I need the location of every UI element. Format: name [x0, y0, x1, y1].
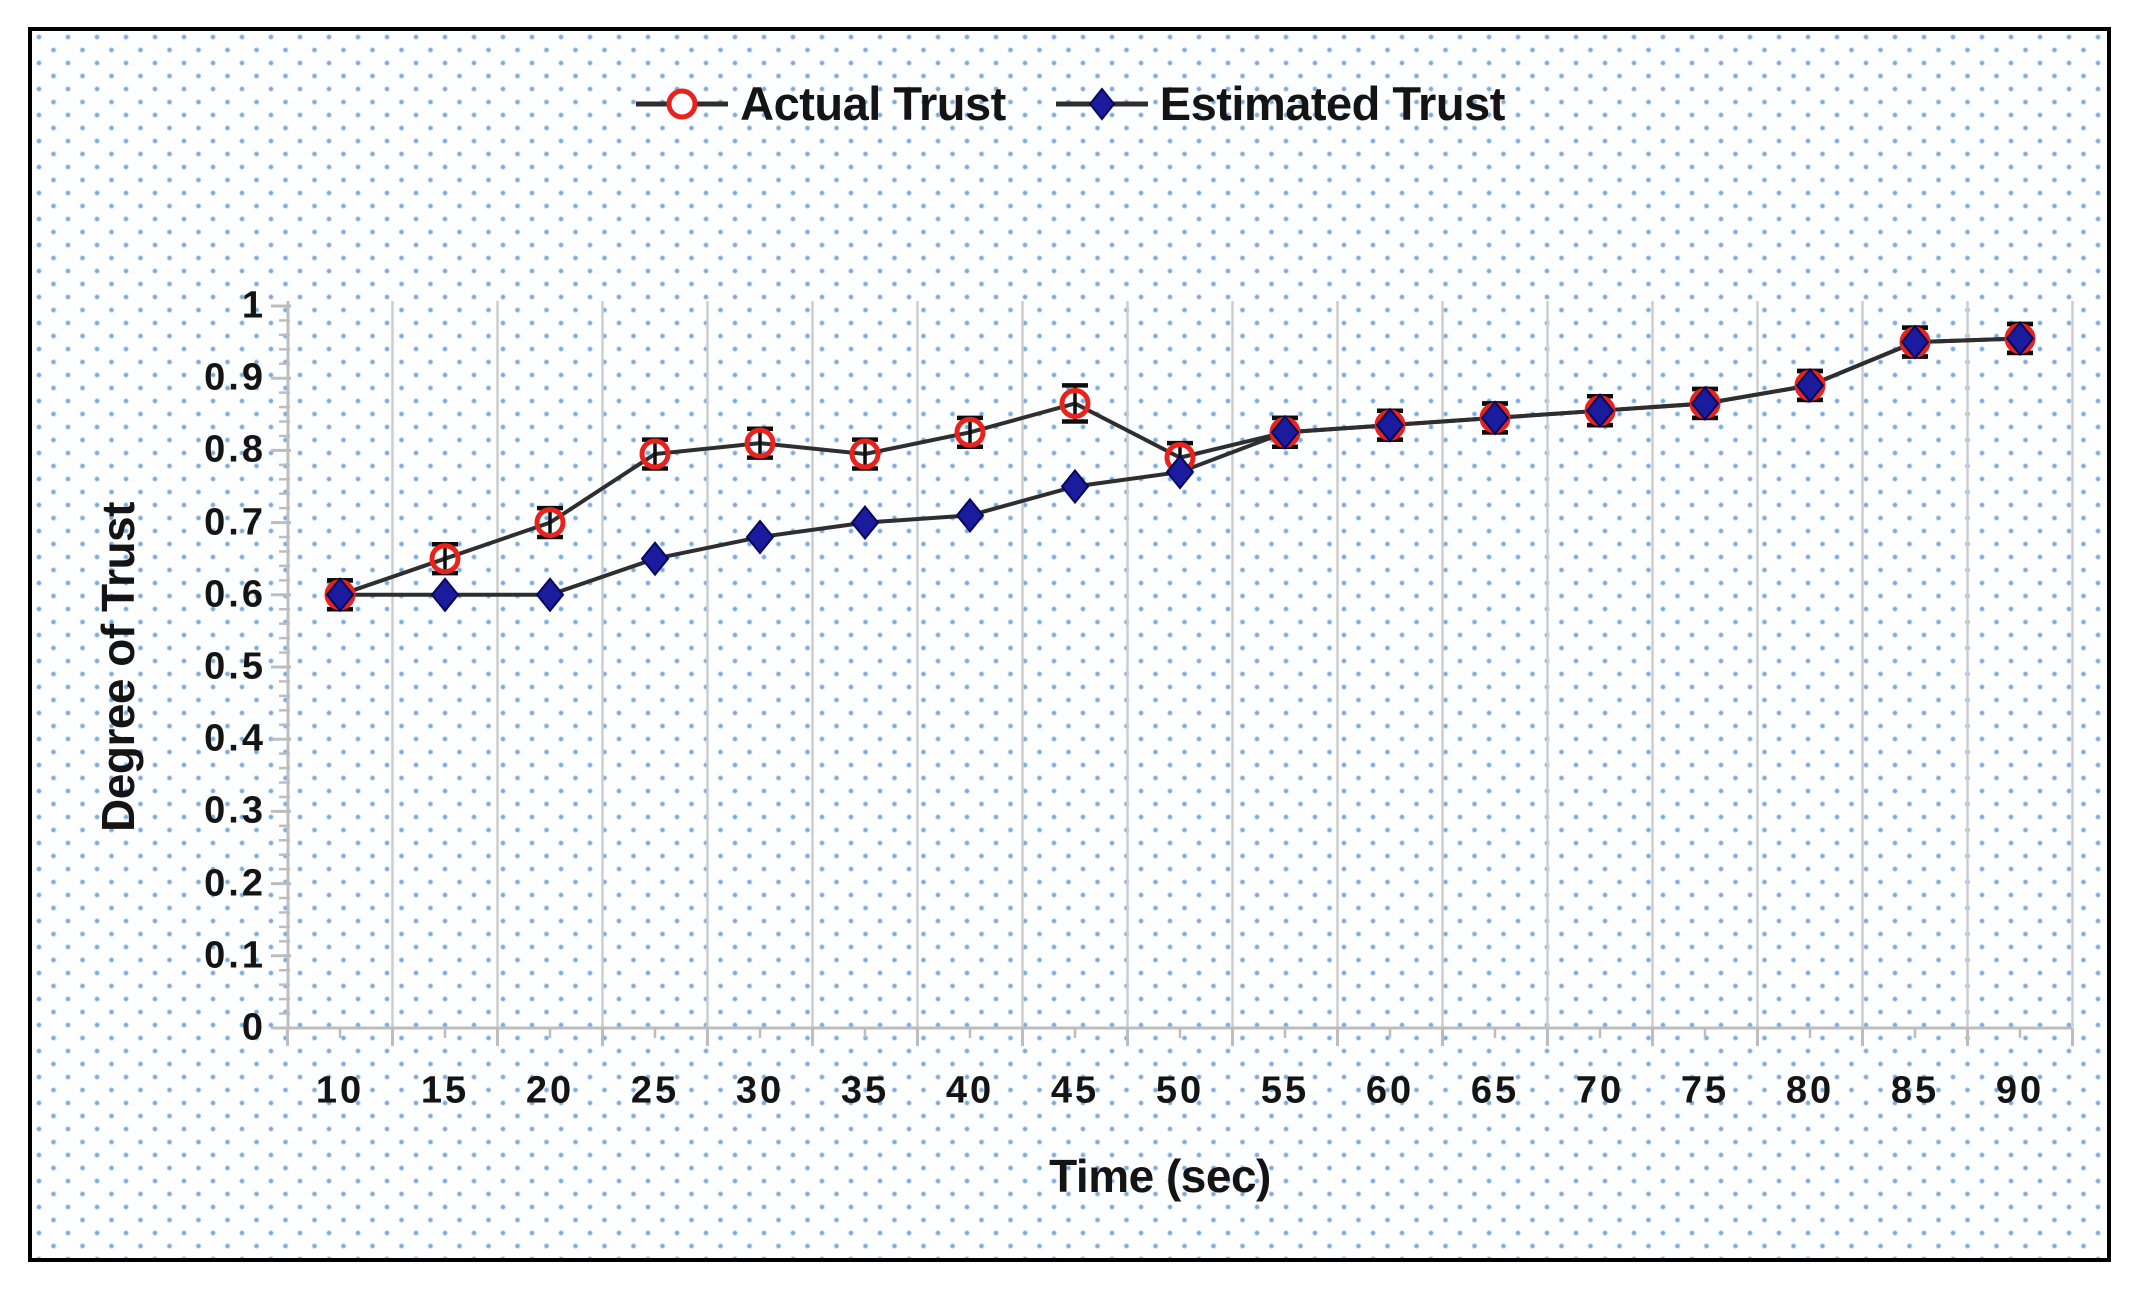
x-tick-label: 75: [1680, 1069, 1730, 1112]
data-point-actual: [534, 507, 566, 539]
x-tick-label: 90: [1995, 1069, 2045, 1112]
axes: [286, 301, 2073, 1030]
x-tick-label: 80: [1785, 1069, 1835, 1112]
data-point-actual: [744, 427, 776, 459]
data-point-estimated: [1270, 414, 1300, 450]
series-markers-estimated-trust: [325, 320, 2035, 613]
data-point-estimated: [1375, 407, 1405, 443]
x-tick-label: 20: [525, 1069, 575, 1112]
data-point-estimated: [325, 577, 355, 613]
data-point-estimated: [1165, 454, 1195, 490]
y-tick-label: 0.4: [204, 717, 266, 760]
data-point-estimated: [2005, 320, 2035, 357]
y-tick-label: 0.3: [204, 789, 266, 832]
x-tick-label: 15: [420, 1069, 470, 1112]
data-point-estimated: [955, 497, 985, 533]
data-point-actual: [429, 543, 461, 575]
x-tick-label: 45: [1050, 1069, 1100, 1112]
data-point-estimated: [745, 519, 775, 555]
chart-frame: [28, 27, 2111, 1262]
y-tick-label: 0.6: [204, 573, 266, 616]
data-point-estimated: [1795, 367, 1825, 404]
x-tick-label: 65: [1470, 1069, 1520, 1112]
x-axis-ticks: [286, 1028, 2074, 1046]
data-point-actual: [1059, 387, 1091, 419]
x-tick-label: 10: [315, 1069, 365, 1112]
data-point-estimated: [535, 577, 565, 613]
y-tick-label: 0.1: [204, 934, 266, 977]
y-tick-label: 0.2: [204, 862, 266, 905]
x-tick-label: 25: [630, 1069, 680, 1112]
x-tick-label: 50: [1155, 1069, 1205, 1112]
data-point-estimated: [1060, 468, 1090, 505]
x-tick-label: 40: [945, 1069, 995, 1112]
x-axis-title: Time (sec): [1049, 1150, 1271, 1202]
y-tick-label: 1: [241, 284, 266, 327]
x-tick-label: 60: [1365, 1069, 1415, 1112]
data-point-estimated: [1480, 400, 1510, 436]
y-tick-label: 0.7: [204, 501, 266, 544]
x-tick-label: 70: [1575, 1069, 1625, 1112]
data-point-estimated: [640, 541, 670, 577]
x-tick-label: 55: [1260, 1069, 1310, 1112]
data-point-estimated: [430, 577, 460, 613]
y-tick-label: 0: [241, 1006, 266, 1049]
data-point-estimated: [850, 505, 880, 541]
x-tick-label: 30: [735, 1069, 785, 1112]
y-tick-label: 0.5: [204, 645, 266, 688]
vertical-gridlines: [391, 301, 2074, 1027]
x-tick-label: 85: [1890, 1069, 1940, 1112]
data-point-estimated: [1690, 385, 1720, 422]
x-tick-label: 35: [840, 1069, 890, 1112]
data-point-actual: [849, 438, 881, 470]
y-axis-title: Degree of Trust: [92, 502, 144, 832]
y-tick-label: 0.9: [204, 356, 266, 399]
data-point-actual: [639, 438, 671, 470]
y-tick-label: 0.8: [204, 428, 266, 471]
data-point-estimated: [1900, 324, 1930, 360]
y-axis-ticks: [271, 304, 291, 1030]
data-point-estimated: [1585, 393, 1615, 429]
data-point-actual: [954, 416, 986, 448]
